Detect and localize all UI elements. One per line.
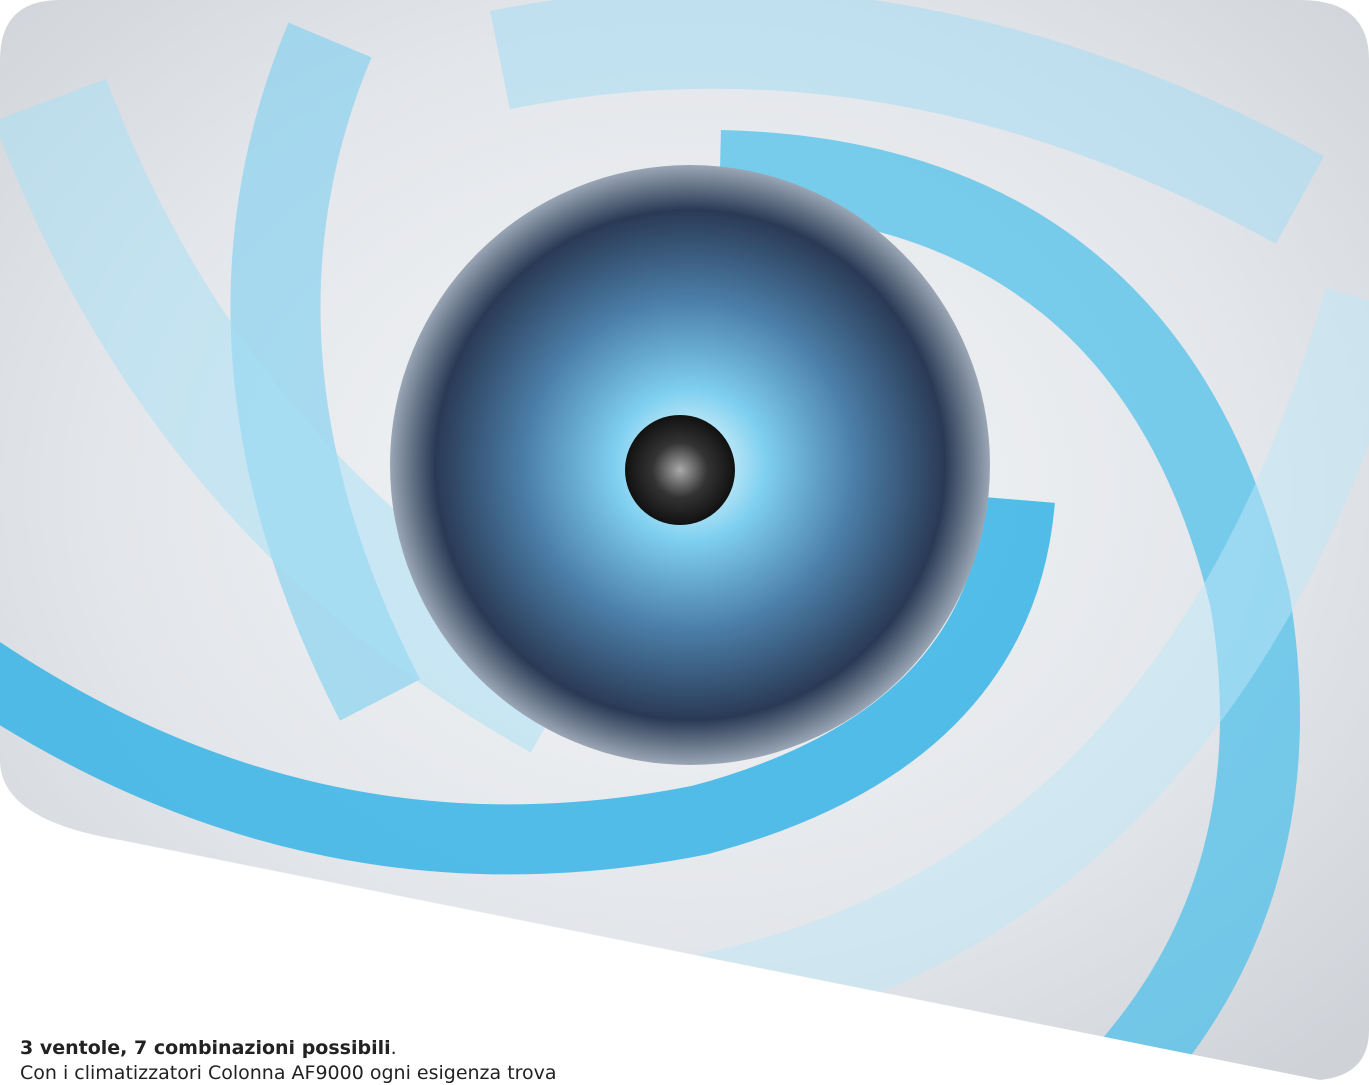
headline: 3 ventole, 7 combinazioni possibili	[20, 1037, 391, 1059]
caption: 3 ventole, 7 combinazioni possibili. Con…	[20, 1036, 580, 1085]
headline-end: .	[390, 1037, 397, 1059]
body: Con i climatizzatori Colonna AF9000 ogni…	[20, 1062, 557, 1084]
